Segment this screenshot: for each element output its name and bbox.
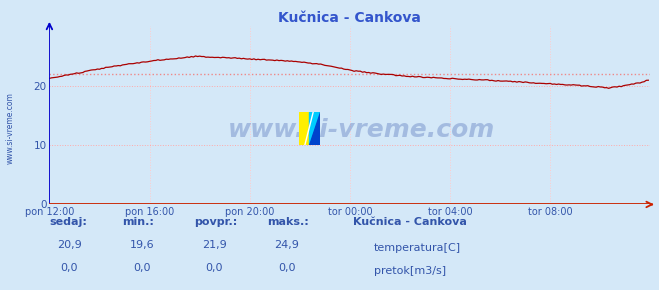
Text: 20,9: 20,9	[57, 240, 82, 250]
Text: 0,0: 0,0	[278, 263, 295, 273]
Polygon shape	[309, 112, 320, 145]
Text: sedaj:: sedaj:	[49, 217, 87, 227]
Text: 21,9: 21,9	[202, 240, 227, 250]
Bar	[299, 112, 309, 145]
Text: 0,0: 0,0	[206, 263, 223, 273]
Text: temperatura[C]: temperatura[C]	[374, 243, 461, 253]
Text: pretok[m3/s]: pretok[m3/s]	[374, 266, 445, 276]
Text: Kučnica - Cankova: Kučnica - Cankova	[353, 217, 467, 227]
Text: maks.:: maks.:	[267, 217, 308, 227]
Text: 0,0: 0,0	[61, 263, 78, 273]
Text: www.si-vreme.com: www.si-vreme.com	[5, 92, 14, 164]
Bar	[309, 112, 320, 145]
Text: min.:: min.:	[122, 217, 154, 227]
Text: 19,6: 19,6	[129, 240, 154, 250]
Title: Kučnica - Cankova: Kučnica - Cankova	[279, 11, 421, 25]
Text: 24,9: 24,9	[274, 240, 299, 250]
Text: www.si-vreme.com: www.si-vreme.com	[228, 117, 496, 142]
Text: 0,0: 0,0	[133, 263, 150, 273]
Text: povpr.:: povpr.:	[194, 217, 238, 227]
